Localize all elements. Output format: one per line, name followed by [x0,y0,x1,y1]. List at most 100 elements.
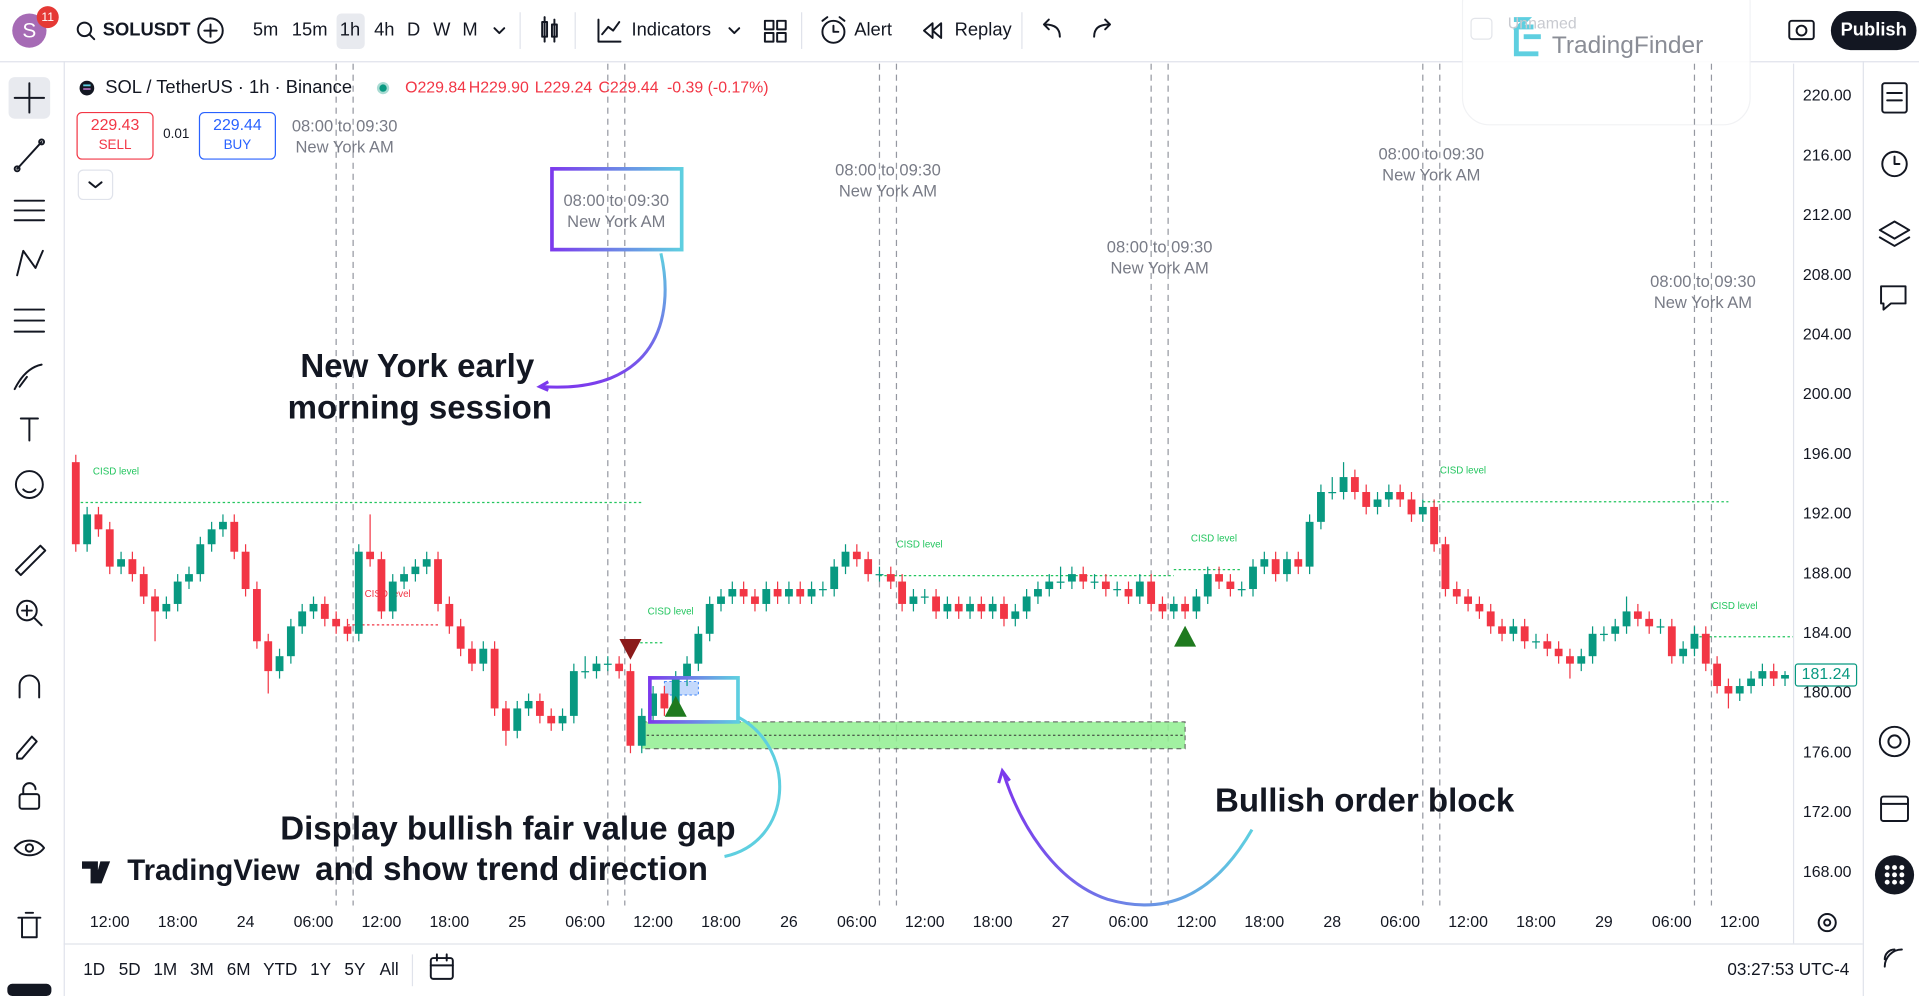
buy-label[interactable]: BUY [224,137,252,152]
replay-button[interactable]: Replay [955,18,1013,39]
top-bar-icons-part [1795,24,1808,37]
interval[interactable]: 4h [374,18,394,39]
y-tick-label: 212.00 [1803,207,1852,224]
interval[interactable]: 1h [340,18,360,39]
range-button[interactable]: 6M [227,959,251,979]
publish-button[interactable]: Publish [1841,18,1907,39]
interval[interactable]: W [433,18,451,39]
top-bar-icons-part [821,19,846,44]
avatar-letter[interactable]: S [22,19,36,42]
annotation-shapes-part [1002,772,1254,907]
session-label: New York AM [1111,259,1209,278]
candle-body [1090,581,1099,583]
y-tick-label: 172.00 [1803,804,1852,821]
candle-body [773,589,782,597]
candle-body [219,521,227,530]
candle-body [275,656,284,672]
left-toolbar[interactable] [7,77,52,996]
alert-button[interactable]: Alert [854,18,892,39]
y-tick-label: 184.00 [1803,625,1852,642]
plot: CISD level CISD level CISD level CISD level… [71,63,1793,906]
interval[interactable]: D [407,18,420,39]
range-button[interactable]: 1M [153,959,177,979]
interval[interactable]: M [462,18,477,39]
right-toolbar[interactable] [1817,82,1915,968]
indicators-button[interactable]: Indicators [632,18,712,39]
right-toolbar-part-part [1899,879,1905,885]
bottom-bar-part [429,957,454,980]
candle-body [1713,663,1722,687]
top-bar-icons-part [493,27,506,35]
candle-body [1781,674,1789,679]
logo-mark [81,861,111,884]
candle-body [1543,641,1552,649]
legend-widgets-part [198,111,276,160]
candle-body [717,596,725,604]
range-button[interactable]: 1Y [310,959,332,979]
candle-body [1113,589,1122,591]
range-button[interactable]: 5Y [344,959,366,979]
x-tick-label: 18:00 [429,914,469,931]
candle-body [1769,671,1778,679]
buy-price[interactable]: 229.44 [213,117,262,134]
last-price: 181.24 [1802,666,1851,683]
session-label: New York AM [839,181,937,200]
candle-body [1249,566,1257,590]
candle-body [309,603,318,612]
right-toolbar-part-part [1884,872,1890,878]
bottom-bar-part [429,953,454,967]
left-toolbar-part [24,843,35,853]
range-button[interactable]: 3M [190,959,214,979]
bottom-bar[interactable] [411,953,454,987]
candle-body [603,663,612,665]
candle-body [411,566,420,575]
candle-body [1396,492,1405,500]
sell-price[interactable]: 229.43 [91,117,140,134]
interval[interactable]: 5m [253,18,278,39]
range-button[interactable]: 1D [83,959,105,979]
signal-up [1174,625,1197,647]
right-toolbar-part [1881,150,1908,178]
candle-body [1735,686,1744,694]
x-tick-label: 29 [1595,914,1613,931]
candle-body [456,626,465,649]
watermark-part [1470,17,1493,40]
legend-widgets[interactable] [76,80,390,201]
right-toolbar-part-part [1892,872,1897,878]
candle-body [1679,648,1688,657]
watermark [1461,0,1751,126]
symbol[interactable]: SOLUSDT [103,18,191,39]
range-button[interactable]: All [380,959,399,979]
range-button[interactable]: YTD [263,959,297,979]
candle-body [1384,492,1393,500]
top-bar-icons[interactable] [12,6,1917,51]
candle-body [1011,611,1020,619]
candle-body [637,715,646,746]
candle-body [739,589,748,597]
left-toolbar-part [22,488,37,494]
top-bar-icons-part [36,6,59,29]
y-tick-label: 196.00 [1803,446,1852,463]
right-toolbar-part-part [1892,879,1897,885]
candle-body [196,544,205,575]
candle-body [151,596,159,612]
left-toolbar-part [17,911,42,939]
candle-body [886,574,895,582]
candle-body [1192,596,1201,612]
range-button[interactable]: 5D [119,959,141,979]
last-price-tag [1794,663,1858,687]
candle-body [1237,589,1246,591]
left-toolbar-part [38,138,46,146]
top-bar-icons-part [88,33,96,41]
candle-body [841,551,850,567]
sell-label[interactable]: SELL [99,137,132,152]
interval[interactable]: 15m [292,18,328,39]
candle-body [1350,477,1359,493]
candle-body [1747,678,1755,687]
left-toolbar-part [13,165,21,173]
candle-body [139,574,148,597]
candle-body [1158,603,1167,612]
session-label: 08:00 to 09:30 [835,161,941,180]
candle-body [694,633,703,664]
